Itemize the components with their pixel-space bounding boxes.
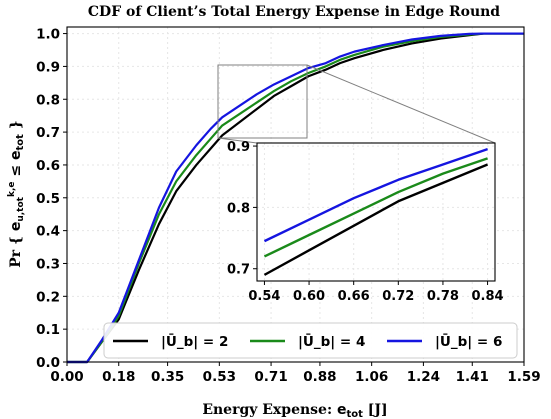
y-tick-label: 0.9 (36, 59, 60, 75)
y-tick-label: 0.8 (36, 92, 60, 108)
inset-y-tick-label: 0.7 (227, 263, 250, 278)
y-tick-label: 0.0 (36, 355, 60, 371)
zoom-connector-right (307, 65, 495, 143)
x-tick-label: 1.59 (507, 369, 540, 385)
x-tick-label: 0.53 (203, 369, 236, 385)
y-axis-label: Pr { eu,totk,e ≤ etot } (7, 120, 26, 268)
inset-zoom: 0.54 0.60 0.66 0.72 0.78 0.84 0.7 0.8 0.9 (227, 140, 504, 304)
inset-x-tick-label: 0.72 (382, 289, 414, 304)
x-tick-label: 0.18 (102, 369, 135, 385)
chart-title: CDF of Client’s Total Energy Expense in … (88, 4, 500, 20)
y-tick-label: 0.7 (36, 125, 60, 141)
legend: |Ū_b| = 2 |Ū_b| = 4 |Ū_b| = 6 (104, 323, 517, 358)
x-tick-label: 0.88 (303, 369, 336, 385)
inset-y-tick-label: 0.8 (227, 201, 250, 216)
inset-x-tick-label: 0.66 (338, 289, 370, 304)
legend-label-1: |Ū_b| = 2 (161, 332, 228, 350)
y-tick-label: 0.1 (36, 322, 60, 338)
inset-x-tick-label: 0.54 (248, 289, 280, 304)
x-axis-label: Energy Expense: etot [J] (202, 402, 387, 419)
inset-y-tick-label: 0.9 (227, 140, 250, 155)
y-tick-label: 0.3 (36, 256, 60, 272)
inset-x-tick-label: 0.78 (427, 289, 459, 304)
x-tick-label: 1.24 (407, 369, 440, 385)
zoom-indicator (218, 65, 495, 143)
inset-x-tick-label: 0.84 (472, 289, 504, 304)
y-tick-label: 0.6 (36, 158, 60, 174)
y-tick-label: 1.0 (36, 27, 60, 43)
x-tick-label: 1.06 (355, 369, 388, 385)
x-tick-label: 0.00 (50, 369, 83, 385)
legend-label-3: |Ū_b| = 6 (435, 332, 502, 350)
inset-x-tick-label: 0.60 (293, 289, 325, 304)
legend-label-2: |Ū_b| = 4 (298, 332, 365, 350)
y-tick-label: 0.5 (36, 191, 60, 207)
x-tick-label: 0.35 (151, 369, 184, 385)
x-tick-label: 1.41 (456, 369, 489, 385)
y-tick-label: 0.2 (36, 289, 60, 305)
y-tick-label: 0.4 (36, 224, 60, 240)
x-tick-label: 0.71 (254, 369, 287, 385)
